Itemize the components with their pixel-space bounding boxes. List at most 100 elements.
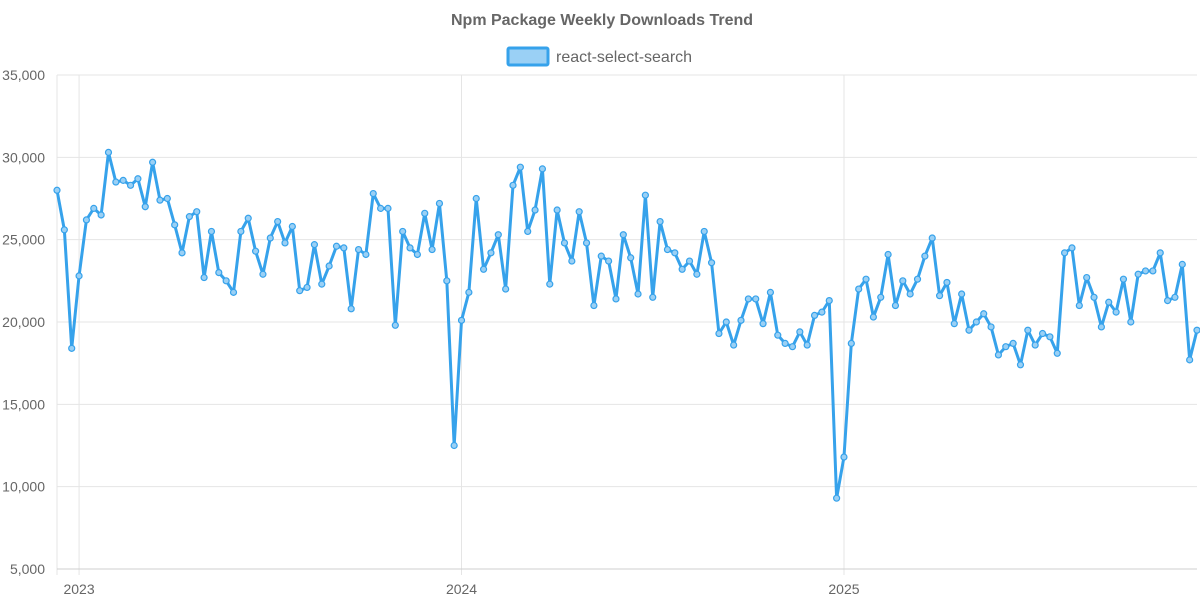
data-point[interactable] — [1119, 275, 1128, 283]
data-point[interactable] — [1193, 326, 1200, 334]
data-point[interactable] — [663, 245, 672, 254]
data-point[interactable] — [597, 252, 605, 260]
data-point[interactable] — [502, 285, 510, 293]
data-point[interactable] — [810, 311, 819, 320]
data-point[interactable] — [641, 191, 649, 199]
data-point[interactable] — [222, 277, 230, 285]
data-point[interactable] — [685, 257, 694, 265]
data-point[interactable] — [1002, 343, 1010, 351]
data-point[interactable] — [163, 194, 171, 203]
data-point[interactable] — [97, 211, 105, 219]
data-point[interactable] — [1016, 361, 1025, 369]
data-point[interactable] — [605, 257, 613, 265]
data-point[interactable] — [627, 254, 635, 262]
data-point[interactable] — [1097, 323, 1105, 331]
data-point[interactable] — [1083, 273, 1091, 282]
data-point[interactable] — [671, 249, 679, 257]
data-point[interactable] — [428, 245, 436, 254]
data-point[interactable] — [899, 277, 907, 285]
data-point[interactable] — [943, 278, 951, 287]
data-point[interactable] — [774, 331, 782, 339]
data-point[interactable] — [134, 175, 142, 183]
data-point[interactable] — [259, 270, 267, 278]
data-point[interactable] — [1090, 293, 1098, 301]
data-point[interactable] — [693, 270, 701, 278]
data-point[interactable] — [649, 293, 657, 301]
data-point[interactable] — [531, 206, 539, 214]
data-point[interactable] — [891, 301, 900, 310]
data-point[interactable] — [487, 249, 495, 257]
data-point[interactable] — [296, 287, 304, 295]
data-point[interactable] — [590, 301, 598, 310]
data-point[interactable] — [1031, 341, 1039, 349]
data-point[interactable] — [82, 216, 91, 224]
data-point[interactable] — [494, 231, 502, 239]
data-point[interactable] — [1156, 249, 1164, 257]
data-point[interactable] — [347, 305, 355, 313]
data-point[interactable] — [877, 293, 885, 301]
data-point[interactable] — [825, 296, 833, 305]
data-point[interactable] — [266, 234, 274, 242]
data-point[interactable] — [788, 343, 797, 351]
data-point[interactable] — [1024, 326, 1032, 334]
data-point[interactable] — [546, 280, 554, 288]
data-point[interactable] — [310, 241, 319, 249]
data-point[interactable] — [435, 199, 444, 208]
data-point[interactable] — [766, 288, 775, 296]
data-point[interactable] — [332, 242, 341, 250]
data-point[interactable] — [443, 277, 451, 285]
data-point[interactable] — [1163, 296, 1172, 305]
data-point[interactable] — [340, 244, 348, 252]
data-point[interactable] — [318, 280, 326, 288]
data-point[interactable] — [796, 328, 804, 336]
data-point[interactable] — [126, 181, 135, 189]
data-point[interactable] — [457, 316, 466, 324]
data-point[interactable] — [171, 221, 179, 229]
data-point[interactable] — [288, 222, 296, 231]
data-point[interactable] — [700, 227, 708, 236]
data-point[interactable] — [200, 273, 208, 282]
data-point[interactable] — [215, 269, 223, 277]
data-point[interactable] — [413, 250, 421, 259]
data-point[interactable] — [803, 341, 811, 349]
data-point[interactable] — [1141, 267, 1150, 275]
legend[interactable]: react-select-search — [506, 46, 692, 67]
data-point[interactable] — [634, 290, 642, 298]
data-point[interactable] — [325, 262, 333, 270]
data-point[interactable] — [362, 250, 370, 259]
data-point[interactable] — [656, 217, 664, 226]
data-point[interactable] — [678, 265, 686, 273]
data-point[interactable] — [965, 326, 973, 334]
data-point[interactable] — [237, 227, 245, 236]
data-point[interactable] — [1075, 301, 1083, 310]
data-point[interactable] — [840, 453, 848, 461]
data-point[interactable] — [1149, 267, 1157, 275]
data-point[interactable] — [869, 313, 877, 321]
data-point[interactable] — [538, 165, 547, 173]
data-point[interactable] — [1009, 339, 1017, 348]
data-point[interactable] — [1171, 293, 1179, 301]
data-point[interactable] — [384, 204, 392, 212]
data-point[interactable] — [994, 351, 1003, 359]
data-point[interactable] — [450, 441, 458, 450]
data-point[interactable] — [75, 272, 83, 280]
data-point[interactable] — [60, 226, 68, 234]
data-point[interactable] — [1186, 356, 1194, 364]
data-point[interactable] — [156, 196, 164, 204]
data-point[interactable] — [1178, 260, 1186, 268]
data-point[interactable] — [524, 227, 532, 236]
data-point[interactable] — [369, 189, 377, 198]
data-point[interactable] — [274, 217, 282, 226]
data-point[interactable] — [928, 234, 936, 242]
data-point[interactable] — [958, 290, 966, 298]
data-point[interactable] — [479, 265, 488, 273]
data-point[interactable] — [722, 318, 730, 326]
data-point[interactable] — [1134, 270, 1142, 278]
data-point[interactable] — [244, 214, 252, 222]
data-point[interactable] — [281, 239, 289, 247]
data-point[interactable] — [465, 288, 473, 296]
data-point[interactable] — [619, 231, 627, 239]
data-point[interactable] — [759, 320, 767, 328]
data-point[interactable] — [472, 194, 480, 203]
data-point[interactable] — [1061, 249, 1069, 257]
